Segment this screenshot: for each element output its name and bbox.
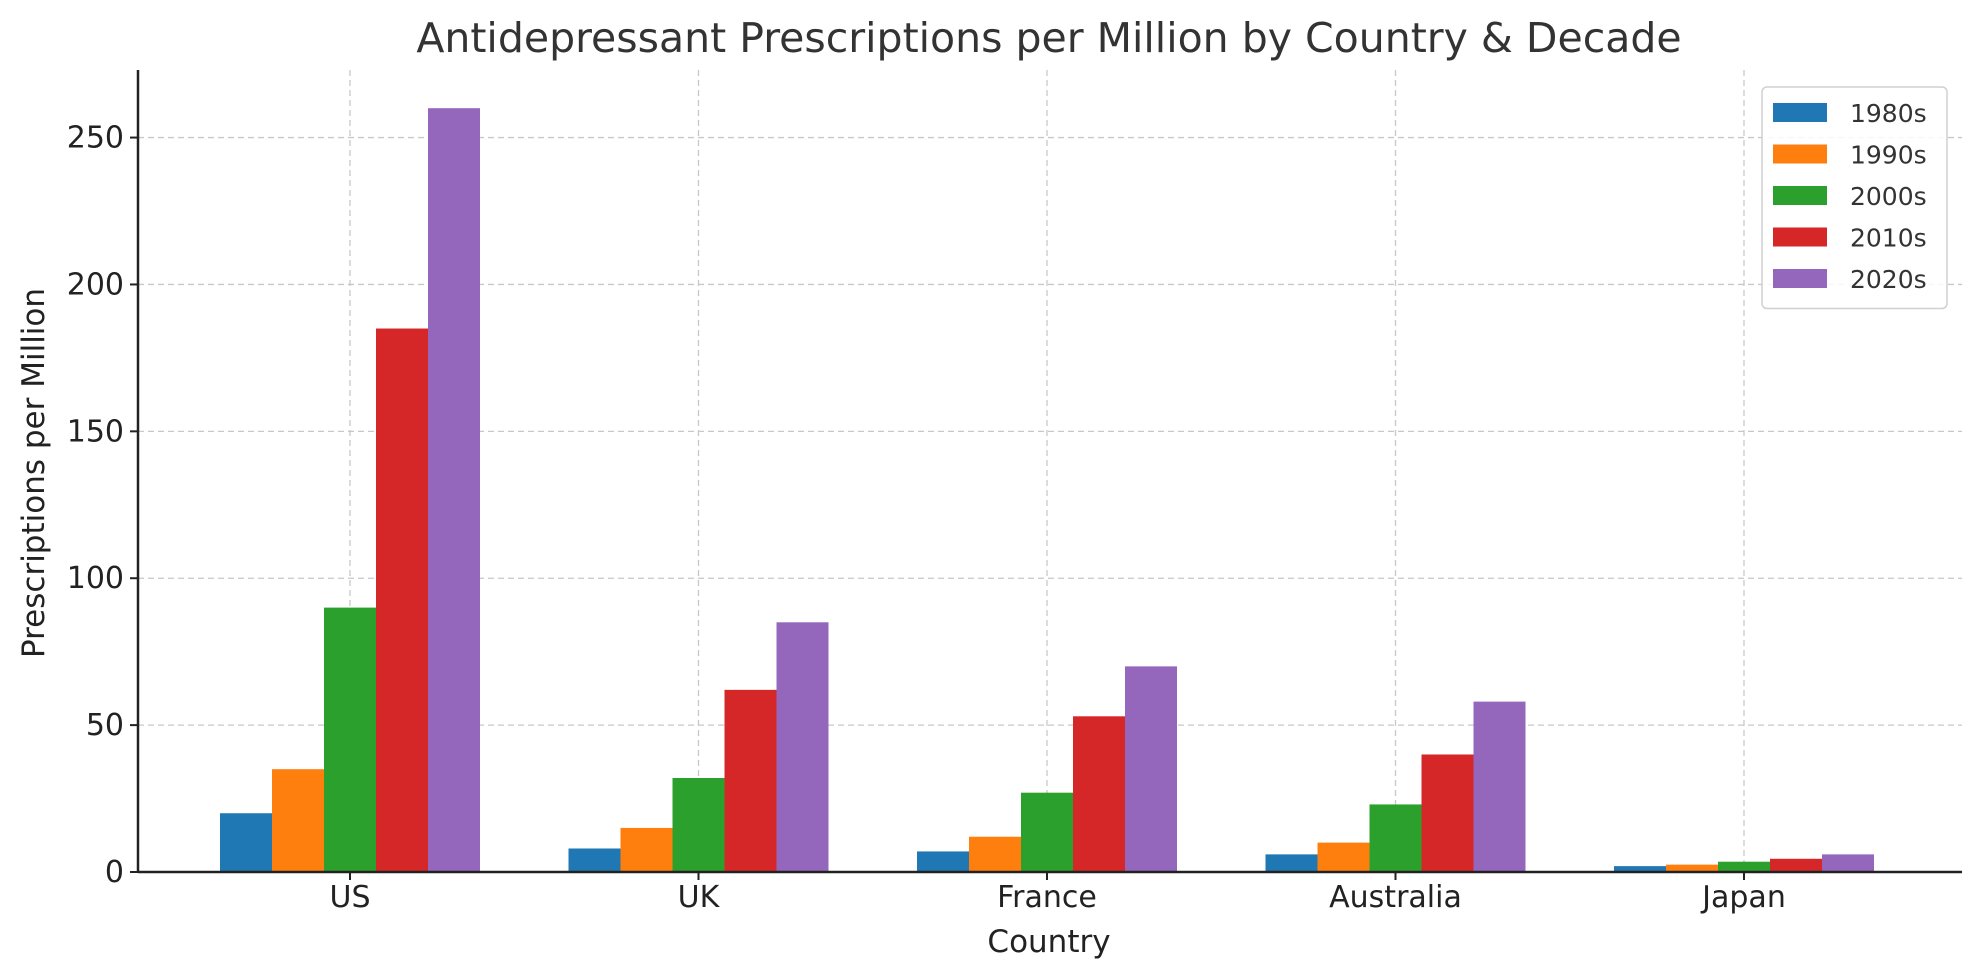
bar-2010s-australia bbox=[1421, 754, 1474, 872]
bar-1990s-france bbox=[969, 836, 1021, 872]
bar-1980s-france bbox=[917, 851, 969, 872]
legend-label: 1980s bbox=[1850, 99, 1927, 128]
axes bbox=[130, 70, 1962, 880]
bar-1980s-uk bbox=[568, 848, 621, 872]
bar-2020s-japan bbox=[1822, 854, 1874, 872]
tick-labels: 0 50 100 150 200 250 US UK France Australia Japan bbox=[67, 121, 1786, 915]
y-axis-label: Prescriptions per Million bbox=[16, 288, 52, 658]
legend-swatch bbox=[1773, 186, 1827, 205]
x-tick-label: UK bbox=[678, 880, 721, 915]
bar-1980s-australia bbox=[1265, 854, 1318, 872]
bar-2000s-uk bbox=[672, 777, 725, 872]
bar-2020s-uk bbox=[776, 622, 829, 872]
y-tick-label: 0 bbox=[105, 855, 124, 890]
chart-title: Antidepressant Prescriptions per Million… bbox=[416, 14, 1681, 62]
legend: 1980s 1990s 2000s 2010s 2020s bbox=[1761, 86, 1948, 310]
bar-2010s-japan bbox=[1770, 858, 1822, 872]
bar-1980s-japan bbox=[1614, 866, 1666, 872]
y-tick-label: 100 bbox=[67, 561, 124, 596]
y-tick-label: 250 bbox=[67, 121, 124, 156]
bar-1990s-japan bbox=[1666, 864, 1718, 872]
legend-swatch bbox=[1773, 144, 1827, 164]
legend-box bbox=[1761, 86, 1948, 310]
bars bbox=[220, 108, 1874, 872]
bar-1990s-uk bbox=[620, 827, 673, 872]
bar-1990s-australia bbox=[1317, 842, 1370, 872]
x-tick-label: Australia bbox=[1329, 880, 1462, 915]
legend-label: 1990s bbox=[1850, 141, 1927, 170]
bar-2000s-japan bbox=[1718, 861, 1770, 872]
bar-2000s-us bbox=[324, 607, 376, 872]
y-tick-label: 50 bbox=[86, 708, 124, 743]
bar-2020s-us bbox=[428, 108, 480, 872]
bar-2010s-uk bbox=[724, 689, 777, 872]
bar-1980s-us bbox=[220, 813, 272, 872]
bar-2010s-us bbox=[376, 328, 428, 872]
x-axis-label: Country bbox=[987, 924, 1110, 960]
bar-2020s-france bbox=[1125, 666, 1177, 872]
bar-2020s-australia bbox=[1473, 701, 1526, 872]
legend-label: 2000s bbox=[1850, 182, 1927, 211]
legend-label: 2010s bbox=[1850, 224, 1927, 253]
legend-swatch bbox=[1773, 227, 1827, 247]
bar-2010s-france bbox=[1073, 716, 1125, 872]
legend-swatch bbox=[1773, 269, 1827, 288]
bar-2000s-france bbox=[1021, 792, 1073, 872]
y-tick-label: 150 bbox=[67, 414, 124, 449]
x-tick-label: France bbox=[997, 880, 1097, 915]
y-tick-label: 200 bbox=[67, 267, 124, 302]
bar-1990s-us bbox=[272, 769, 324, 872]
bar-2000s-australia bbox=[1369, 804, 1422, 872]
legend-label: 2020s bbox=[1850, 265, 1927, 294]
legend-swatch bbox=[1773, 103, 1827, 122]
x-tick-label: Japan bbox=[1700, 880, 1786, 915]
x-tick-label: US bbox=[329, 880, 370, 915]
